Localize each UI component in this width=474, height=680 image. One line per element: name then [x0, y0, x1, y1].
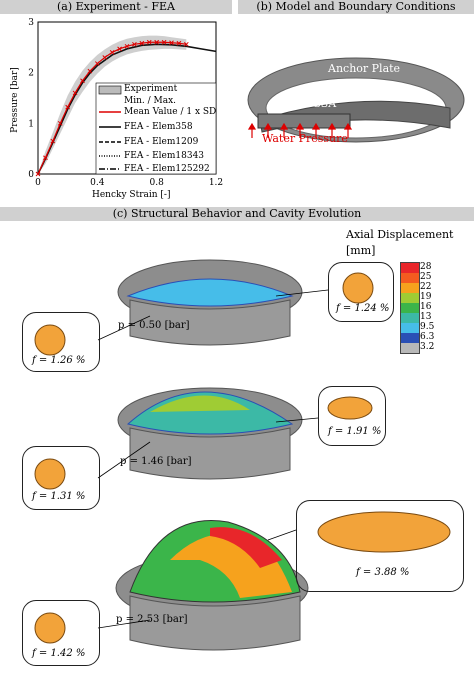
mean-point [132, 41, 137, 47]
legend-experiment: Experiment [124, 84, 178, 94]
mean-point [57, 120, 63, 126]
tssa-state-2 [126, 391, 294, 435]
x-tick-label: 0.8 [150, 178, 165, 188]
color-legend-value: 25 [420, 272, 432, 282]
mean-point [139, 40, 145, 46]
legend-fea-1209: FEA - Elem1209 [124, 137, 199, 147]
legend-fea-18343: FEA - Elem18343 [124, 151, 205, 161]
cavity-inset-3-right [317, 511, 451, 553]
f-label-3-right: f = 3.88 % [356, 567, 410, 578]
color-legend-band [401, 343, 419, 353]
color-legend-band [401, 333, 419, 343]
mean-point [94, 61, 100, 66]
mean-point [161, 39, 167, 45]
f-label-2-right: f = 1.91 % [328, 426, 382, 437]
fea-curve [37, 43, 217, 175]
color-legend-band [401, 323, 419, 333]
legend-minmax: Min. / Max. [124, 96, 177, 106]
sd-band [38, 35, 187, 175]
f-label-3-left: f = 1.42 % [32, 648, 86, 659]
mean-point [183, 41, 189, 47]
color-legend-band [401, 293, 419, 303]
x-tick-label: 0.4 [90, 178, 105, 188]
color-legend-value: 13 [420, 312, 432, 322]
cavity-inset-2-right [327, 396, 373, 420]
y-tick-label: 1 [28, 119, 34, 129]
tssa-label: TSSA [306, 97, 337, 110]
mean-point [102, 55, 108, 60]
inset-box-2-left [22, 446, 100, 510]
y-tick-label: 0 [28, 170, 34, 180]
mean-point [50, 138, 56, 144]
mean-point [72, 90, 78, 96]
y-tick-label: 3 [28, 18, 34, 28]
inset-box-3-right [296, 500, 464, 592]
color-legend-band [401, 283, 419, 293]
mean-point [87, 68, 93, 74]
panel-c-header: (c) Structural Behavior and Cavity Evolu… [0, 207, 474, 221]
p-label-3: p = 2.53 [bar] [116, 614, 188, 625]
cavity-inset-1-right [342, 272, 374, 304]
color-legend-unit: [mm] [346, 244, 376, 257]
color-legend-bar [400, 262, 420, 354]
legend-fea-358: FEA - Elem358 [124, 122, 193, 132]
inset-box-2-right [318, 386, 386, 446]
x-tick-label: 1.2 [209, 178, 223, 188]
anchor-plate-label: Anchor Plate [328, 62, 401, 75]
color-legend-value: 6.3 [420, 332, 435, 342]
color-legend-value: 22 [420, 282, 432, 292]
panel-a-header: (a) Experiment - FEA [0, 0, 232, 14]
cavity-inset-1-left [34, 324, 66, 356]
color-legend-band [401, 263, 419, 273]
x-axis-label: Hencky Strain [-] [92, 190, 171, 200]
f-label-2-left: f = 1.31 % [32, 491, 86, 502]
color-legend-band [401, 313, 419, 323]
x-tick-label: 0 [35, 178, 41, 188]
tssa-cut-face [257, 113, 351, 129]
mean-point [65, 104, 71, 110]
pressure-strain-chart: 0 0.4 0.8 1.2 0 1 2 3 [28, 18, 223, 188]
color-legend-value: 19 [420, 292, 432, 302]
inset-box-1-left [22, 312, 100, 372]
legend-box [95, 82, 217, 175]
water-pressure-arrows [247, 122, 353, 138]
legend-mean: Mean Value / 1 x SD [124, 107, 217, 117]
color-legend-value: 16 [420, 302, 432, 312]
cavity-inset-2-left [34, 458, 66, 490]
tssa-state-1 [126, 278, 294, 307]
f-label-1-right: f = 1.24 % [336, 303, 390, 314]
color-legend-band [401, 303, 419, 313]
mean-point [169, 40, 174, 46]
inset-box-3-left [22, 600, 100, 666]
color-legend-value: 28 [420, 262, 432, 272]
color-legend-title: Axial Displacement [346, 228, 454, 241]
mean-point [146, 39, 152, 45]
water-pressure-label: Water Pressure [262, 132, 348, 145]
p-label-1: p = 0.50 [bar] [118, 320, 190, 331]
legend-swatch-experiment [98, 85, 122, 95]
mean-point [43, 155, 48, 161]
inset-box-1-right [328, 262, 394, 322]
mean-point [124, 43, 130, 49]
f-label-1-left: f = 1.26 % [32, 355, 86, 366]
mean-point [117, 46, 122, 52]
mean-point [35, 171, 41, 177]
mean-point [154, 39, 160, 45]
y-tick-label: 2 [28, 69, 34, 79]
mean-point [109, 50, 115, 55]
model-drawing [247, 57, 465, 143]
color-legend-value: 3.2 [420, 342, 435, 352]
mean-point [80, 78, 85, 84]
p-label-2: p = 1.46 [bar] [120, 456, 192, 467]
color-legend-value: 9.5 [420, 322, 435, 332]
cavity-inset-3-left [34, 612, 66, 644]
panel-b-header: (b) Model and Boundary Conditions [238, 0, 474, 14]
mean-point [176, 40, 182, 46]
legend-fea-125292: FEA - Elem125292 [124, 164, 210, 174]
color-legend-band [401, 273, 419, 283]
